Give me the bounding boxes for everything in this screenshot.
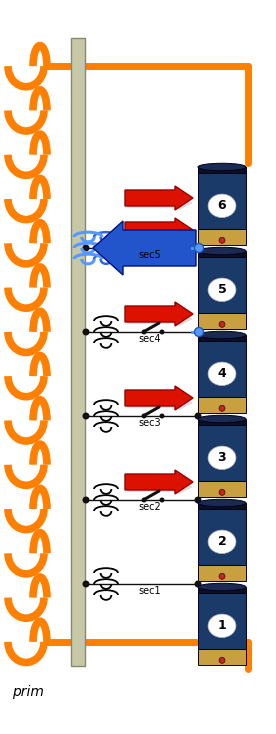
Bar: [198, 230, 246, 245]
Circle shape: [83, 497, 89, 503]
Bar: [198, 419, 246, 425]
Circle shape: [219, 405, 225, 411]
Bar: [198, 173, 246, 230]
Circle shape: [195, 327, 203, 336]
Bar: [198, 593, 246, 650]
Circle shape: [160, 330, 164, 335]
Circle shape: [142, 498, 147, 503]
Bar: [198, 425, 246, 482]
Text: 1: 1: [217, 619, 226, 632]
Circle shape: [83, 413, 89, 419]
Bar: [198, 509, 246, 565]
Ellipse shape: [208, 362, 236, 385]
FancyArrow shape: [93, 221, 196, 275]
Text: 6: 6: [218, 200, 226, 212]
Circle shape: [195, 413, 201, 419]
Ellipse shape: [198, 415, 246, 423]
Ellipse shape: [198, 584, 246, 591]
Circle shape: [195, 581, 201, 586]
Circle shape: [219, 573, 225, 579]
Circle shape: [195, 244, 203, 252]
Bar: [198, 335, 246, 341]
Circle shape: [83, 581, 89, 586]
Ellipse shape: [208, 530, 236, 553]
Circle shape: [195, 497, 201, 503]
Bar: [71, 38, 85, 666]
FancyArrow shape: [125, 386, 193, 410]
Bar: [198, 650, 246, 665]
Ellipse shape: [208, 194, 236, 217]
FancyArrow shape: [128, 396, 193, 410]
Circle shape: [219, 490, 225, 495]
Bar: [198, 587, 246, 593]
Circle shape: [142, 413, 147, 418]
Text: sec3: sec3: [139, 418, 161, 428]
Bar: [198, 503, 246, 509]
Text: 4: 4: [217, 367, 226, 380]
Ellipse shape: [198, 331, 246, 339]
Bar: [198, 313, 246, 329]
Text: sec1: sec1: [139, 586, 161, 596]
Ellipse shape: [208, 614, 236, 638]
Ellipse shape: [198, 499, 246, 506]
FancyArrow shape: [128, 196, 193, 210]
Bar: [198, 251, 246, 257]
Circle shape: [219, 658, 225, 664]
Circle shape: [83, 245, 89, 251]
Circle shape: [142, 330, 147, 335]
Bar: [198, 167, 246, 173]
Ellipse shape: [208, 278, 236, 302]
Text: sec2: sec2: [139, 502, 161, 512]
Text: prim: prim: [12, 685, 44, 699]
Bar: [198, 257, 246, 313]
Text: sec5: sec5: [139, 250, 161, 260]
Ellipse shape: [198, 247, 246, 255]
FancyArrow shape: [125, 218, 193, 242]
Text: 2: 2: [217, 535, 226, 548]
FancyArrow shape: [128, 312, 193, 326]
Text: sec4: sec4: [139, 334, 161, 344]
Circle shape: [160, 413, 164, 418]
Bar: [198, 565, 246, 581]
Circle shape: [219, 321, 225, 327]
FancyArrow shape: [125, 302, 193, 326]
Circle shape: [83, 330, 89, 335]
Ellipse shape: [198, 163, 246, 171]
Bar: [198, 482, 246, 497]
Text: 5: 5: [217, 283, 226, 297]
Bar: [198, 397, 246, 413]
Circle shape: [160, 498, 164, 503]
FancyArrow shape: [128, 228, 193, 242]
Bar: [198, 341, 246, 397]
FancyArrow shape: [125, 186, 193, 210]
Ellipse shape: [208, 446, 236, 470]
FancyArrow shape: [125, 470, 193, 494]
Text: 3: 3: [218, 451, 226, 465]
Circle shape: [219, 237, 225, 243]
Circle shape: [195, 245, 201, 251]
FancyArrow shape: [128, 480, 193, 494]
Circle shape: [195, 330, 201, 335]
